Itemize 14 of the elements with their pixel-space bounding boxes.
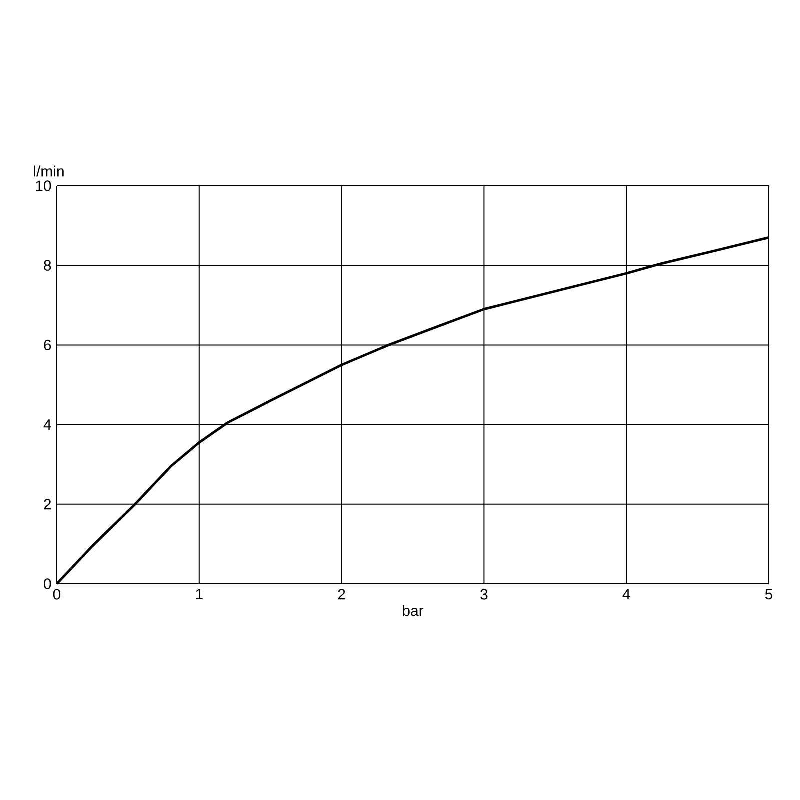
y-axis-title: l/min (34, 166, 64, 177)
y-tick-label: 4 (44, 420, 52, 430)
x-tick-label: 2 (338, 589, 346, 600)
x-axis-title: bar (403, 605, 424, 616)
y-tick-label: 0 (44, 578, 52, 590)
y-tick-label: 8 (44, 260, 52, 271)
y-tick-label: 6 (44, 340, 52, 350)
x-tick-label: 3 (480, 589, 488, 600)
x-tick-label: 0 (53, 589, 61, 600)
y-tick-label: 10 (36, 180, 52, 192)
x-tick-label: 4 (622, 589, 630, 600)
x-tick-label: 5 (765, 589, 773, 600)
x-tick-label: 1 (196, 589, 203, 600)
y-tick-label: 2 (44, 499, 52, 510)
